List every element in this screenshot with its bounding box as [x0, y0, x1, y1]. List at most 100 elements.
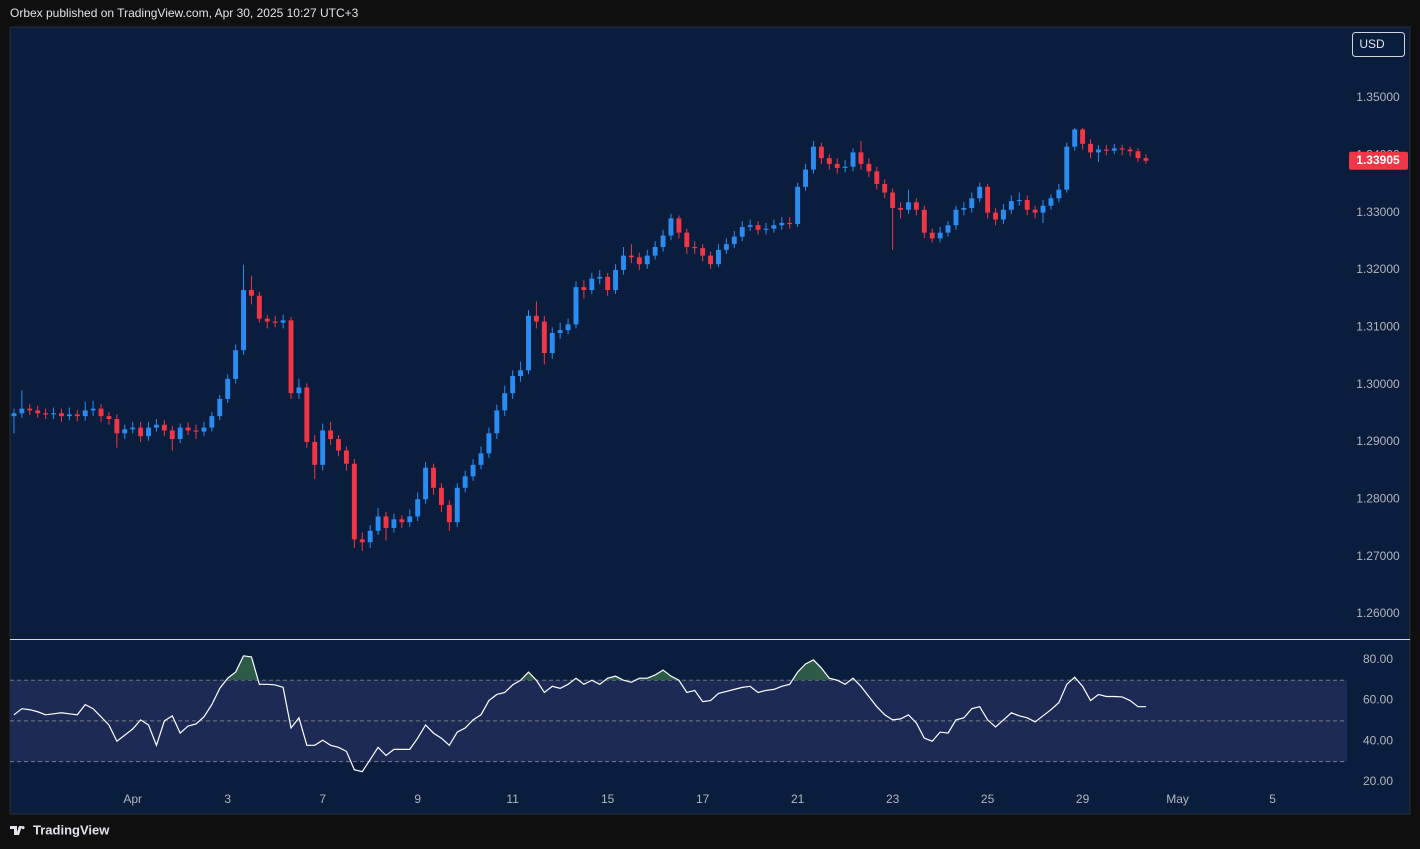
candle: [644, 249, 650, 269]
x-tick-label: 23: [886, 792, 900, 806]
candle-body: [494, 410, 500, 434]
candle: [708, 251, 714, 269]
candle: [613, 264, 619, 295]
candle-body: [834, 163, 840, 168]
candle-body: [241, 290, 246, 351]
x-tick-label: 7: [319, 792, 326, 806]
candle-body: [811, 146, 816, 170]
candle: [755, 221, 761, 235]
candle-body: [264, 318, 270, 322]
candle: [478, 446, 484, 470]
candle-body: [660, 235, 666, 248]
candle-body: [177, 427, 183, 440]
candle: [1088, 139, 1093, 159]
candle: [716, 244, 721, 268]
candle-body: [43, 413, 49, 415]
candle: [225, 374, 231, 403]
candle: [1016, 192, 1022, 206]
candle: [58, 408, 64, 422]
candle-body: [652, 247, 658, 256]
candle-body: [557, 330, 563, 333]
candle-body: [779, 222, 785, 226]
candle: [510, 370, 516, 399]
candle-body: [343, 450, 349, 464]
y-tick-label: 1.27000: [1356, 549, 1400, 563]
candle: [1008, 195, 1014, 214]
candle-body: [565, 324, 571, 331]
candle-body: [953, 209, 959, 226]
candle: [90, 400, 96, 417]
candle: [161, 420, 167, 437]
y-tick-label: 1.32000: [1356, 262, 1400, 276]
candle-body: [1095, 149, 1101, 153]
candle-body: [763, 228, 769, 230]
candle-body: [818, 146, 824, 159]
candle: [391, 513, 397, 533]
candle: [906, 189, 911, 214]
x-tick-label: 25: [981, 792, 995, 806]
candle: [866, 158, 872, 178]
candle: [771, 219, 777, 233]
candle-body: [66, 414, 72, 417]
candle-body: [90, 408, 96, 411]
currency-button[interactable]: [1352, 32, 1405, 57]
candle-body: [929, 232, 935, 239]
candle-body: [977, 186, 983, 199]
candle: [961, 202, 967, 216]
candle: [272, 315, 278, 328]
candle-body: [541, 321, 547, 354]
candle-body: [193, 430, 199, 432]
candle: [320, 423, 326, 471]
candle-body: [755, 225, 761, 230]
candle: [763, 222, 769, 235]
candle-body: [1000, 209, 1006, 220]
y-tick-label: 1.30000: [1356, 377, 1400, 391]
candle-body: [161, 424, 167, 431]
candle: [177, 423, 183, 444]
candle-body: [731, 236, 737, 245]
candle: [953, 205, 959, 230]
candle: [462, 470, 468, 493]
candle: [834, 158, 840, 174]
candle: [1135, 148, 1141, 163]
y-tick-label: 1.28000: [1356, 491, 1400, 505]
candle: [343, 446, 349, 471]
x-tick-label: 9: [414, 792, 421, 806]
candle: [739, 221, 745, 242]
candle-body: [185, 427, 191, 431]
candle: [969, 192, 975, 213]
candle: [328, 421, 334, 445]
candle-body: [304, 387, 310, 442]
logo-icon: [10, 826, 25, 835]
candle: [723, 238, 729, 254]
candle-body: [882, 183, 888, 193]
candle: [11, 408, 17, 434]
currency[interactable]: USD: [1359, 37, 1385, 51]
rsi-line: [13, 655, 1146, 773]
candle: [415, 492, 421, 522]
candle: [1040, 199, 1046, 223]
candle: [589, 272, 595, 295]
candle-body: [146, 427, 151, 437]
candle-body: [98, 408, 104, 417]
candle-body: [1103, 149, 1109, 151]
candle-body: [874, 171, 880, 184]
candle: [470, 459, 476, 481]
candle-body: [288, 320, 294, 394]
candle-body: [138, 427, 144, 437]
candle: [803, 163, 809, 191]
candle: [700, 244, 706, 262]
candle: [1103, 144, 1109, 156]
x-tick-label: Apr: [123, 792, 142, 806]
candle-body: [320, 430, 326, 465]
candle-body: [723, 244, 729, 250]
candle-body: [787, 222, 793, 225]
candle: [557, 322, 563, 339]
candle-body: [700, 248, 706, 256]
candle-body: [890, 192, 896, 209]
candle: [1056, 183, 1062, 203]
candle: [502, 385, 508, 417]
candle-body: [636, 257, 642, 265]
candle-body: [296, 387, 302, 394]
